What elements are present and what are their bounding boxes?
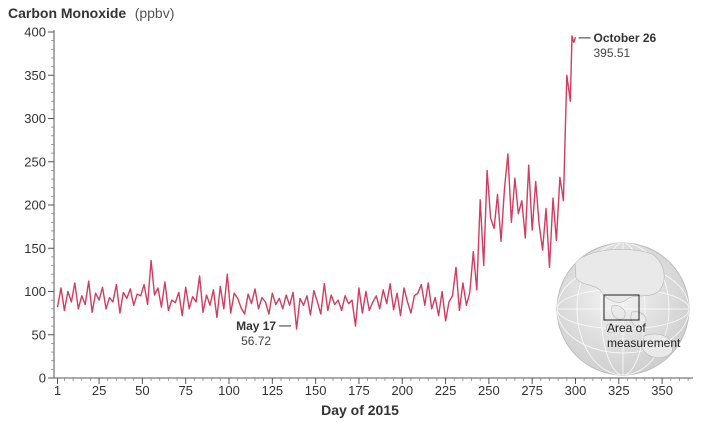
annotation-min-value: 56.72	[241, 334, 271, 348]
y-tick-label: 200	[24, 198, 46, 213]
measurement-area-box	[603, 294, 640, 321]
y-tick-label: 50	[32, 327, 46, 342]
x-tick-label: 75	[178, 383, 192, 398]
x-tick-label: 100	[218, 383, 240, 398]
y-tick-label: 400	[24, 25, 46, 40]
x-axis-ticks: 1 25 50 75 100 125 150 175 200 225 250 275 300 325 350	[54, 378, 673, 398]
y-tick-label: 350	[24, 68, 46, 83]
x-axis-title: Day of 2015	[321, 402, 399, 418]
y-tick-label: 250	[24, 154, 46, 169]
annotation-peak: October 26 395.51	[578, 31, 657, 60]
annotation-min: May 17 56.72	[236, 319, 292, 348]
chart-title: Carbon Monoxide (ppbv)	[8, 5, 174, 22]
x-tick-label: 1	[54, 383, 61, 398]
x-tick-label: 125	[261, 383, 283, 398]
minor-ticks	[51, 40, 689, 381]
series-line-co	[56, 35, 577, 330]
x-tick-label: 250	[478, 383, 500, 398]
chart-title-main: Carbon Monoxide	[8, 5, 126, 21]
y-tick-label: 0	[39, 371, 46, 386]
x-tick-label: 275	[521, 383, 543, 398]
globe-inset: Area of measurement	[556, 242, 690, 376]
chart-title-unit: (ppbv)	[135, 5, 175, 21]
inset-label-line2: measurement	[607, 336, 681, 350]
x-tick-label: 200	[391, 383, 413, 398]
inset-label-line1: Area of	[607, 321, 646, 335]
x-tick-label: 25	[92, 383, 106, 398]
y-tick-label: 300	[24, 111, 46, 126]
y-axis-ticks: 0 50 100 150 200 250 300 350 400	[24, 25, 54, 386]
x-tick-label: 150	[305, 383, 327, 398]
annotation-peak-date: October 26	[594, 31, 657, 45]
x-tick-label: 175	[348, 383, 370, 398]
x-tick-label: 50	[135, 383, 149, 398]
y-tick-label: 100	[24, 284, 46, 299]
y-tick-label: 150	[24, 241, 46, 256]
x-tick-label: 350	[651, 383, 673, 398]
annotation-min-date: May 17	[236, 319, 276, 333]
x-tick-label: 225	[435, 383, 457, 398]
x-tick-label: 325	[608, 383, 630, 398]
annotation-peak-value: 395.51	[594, 46, 631, 60]
x-tick-label: 300	[565, 383, 587, 398]
